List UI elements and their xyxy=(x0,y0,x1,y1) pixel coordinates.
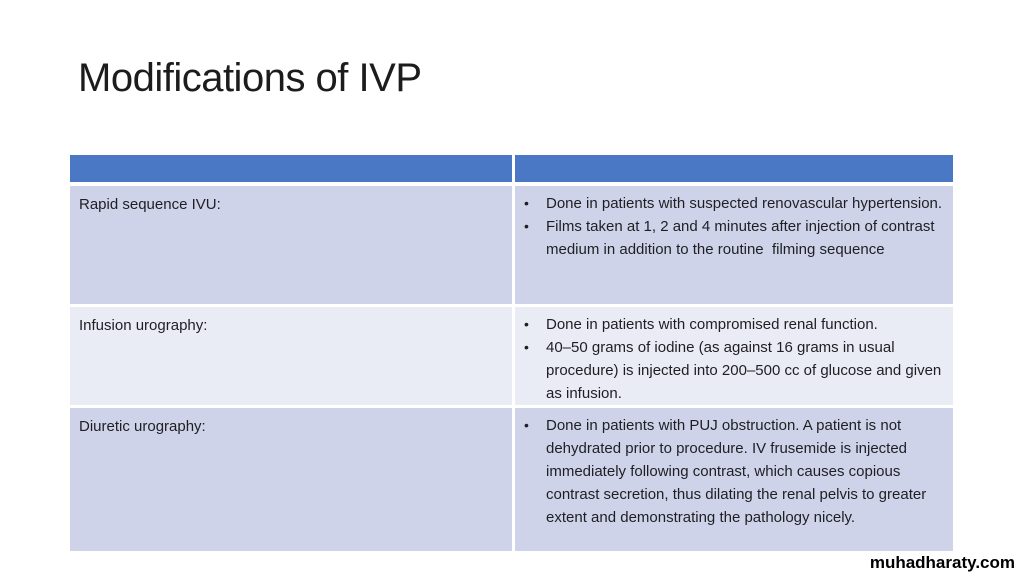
table-body: Rapid sequence IVU:Done in patients with… xyxy=(70,186,953,551)
row-details-cell: Done in patients with PUJ obstruction. A… xyxy=(515,408,953,551)
row-label-cell: Infusion urography: xyxy=(70,307,512,405)
row-details-cell: Done in patients with suspected renovasc… xyxy=(515,186,953,304)
modifications-table: Rapid sequence IVU:Done in patients with… xyxy=(70,155,953,554)
table-row: Rapid sequence IVU:Done in patients with… xyxy=(70,186,953,304)
page-title: Modifications of IVP xyxy=(78,56,422,100)
table-header-row xyxy=(70,155,953,182)
row-details-cell: Done in patients with compromised renal … xyxy=(515,307,953,405)
bullet-list: Done in patients with compromised renal … xyxy=(515,307,953,405)
watermark: muhadharaty.com xyxy=(869,553,1015,572)
bullet-item: Done in patients with PUJ obstruction. A… xyxy=(515,414,947,529)
bullet-item: 40–50 grams of iodine (as against 16 gra… xyxy=(515,336,947,405)
bullet-item: Done in patients with compromised renal … xyxy=(515,313,947,336)
bullet-list: Done in patients with suspected renovasc… xyxy=(515,186,953,261)
bullet-item: Films taken at 1, 2 and 4 minutes after … xyxy=(515,215,947,261)
bullet-list: Done in patients with PUJ obstruction. A… xyxy=(515,408,953,529)
table-row: Infusion urography:Done in patients with… xyxy=(70,307,953,405)
table-row: Diuretic urography:Done in patients with… xyxy=(70,408,953,551)
table-header-cell-right xyxy=(515,155,953,182)
bullet-item: Done in patients with suspected renovasc… xyxy=(515,192,947,215)
row-label-cell: Diuretic urography: xyxy=(70,408,512,551)
row-label-cell: Rapid sequence IVU: xyxy=(70,186,512,304)
table-header-cell-left xyxy=(70,155,512,182)
